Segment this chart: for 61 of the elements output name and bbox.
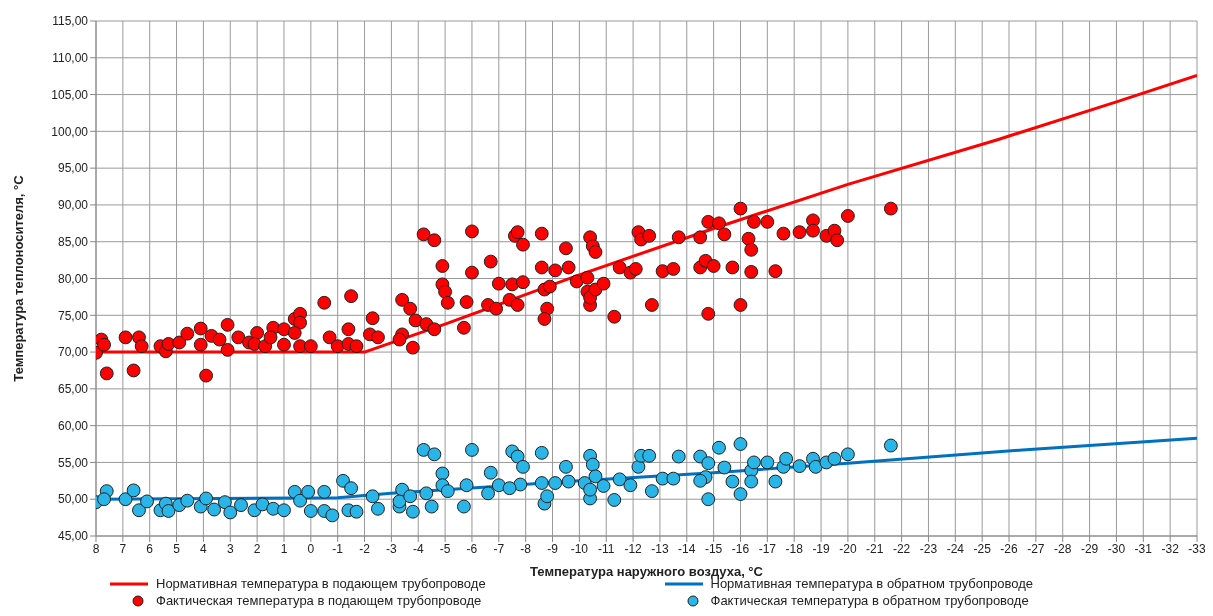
x-tick-label: -9 [547, 541, 559, 556]
x-tick-label: -28 [1054, 541, 1072, 556]
x-tick-label: -23 [919, 541, 938, 556]
legend-label: Нормативная температура в подающем трубопроводе [156, 576, 486, 591]
y-tick-label: 50,00 [57, 492, 89, 507]
x-tick-label: -19 [812, 541, 831, 556]
x-tick-label: 8 [92, 541, 100, 556]
x-tick-label: -25 [973, 541, 992, 556]
x-tick-label: -26 [1000, 541, 1019, 556]
legend-label: Фактическая температура в обратном трубопроводе [710, 593, 1029, 608]
y-tick-label: 90,00 [57, 198, 89, 213]
x-tick-label: -16 [731, 541, 750, 556]
x-tick-label: -32 [1161, 541, 1180, 556]
y-tick-label: 105,00 [51, 87, 89, 102]
x-tick-label: -1 [332, 541, 344, 556]
y-tick-label: 115,00 [52, 14, 89, 29]
x-tick-label: 2 [253, 541, 261, 556]
x-tick-label: 0 [307, 541, 315, 556]
legend-label: Фактическая температура в подающем трубопроводе [156, 593, 482, 608]
x-tick-label: -13 [651, 541, 669, 556]
x-tick-label: -4 [412, 541, 424, 556]
x-tick-label: 3 [226, 541, 234, 556]
y-tick-label: 70,00 [57, 345, 89, 360]
x-tick-label: -6 [466, 541, 478, 556]
x-tick-label: 7 [119, 541, 127, 556]
x-tick-label: -15 [704, 541, 723, 556]
x-tick-label: -29 [1080, 541, 1099, 556]
x-tick-label: -20 [839, 541, 857, 556]
x-tick-label: -2 [359, 541, 371, 556]
x-tick-label: 1 [280, 541, 288, 556]
x-tick-label: -8 [520, 541, 532, 556]
x-tick-label: -7 [493, 541, 505, 556]
x-tick-label: -17 [758, 541, 777, 556]
y-tick-label: 55,00 [57, 455, 89, 470]
x-tick-label: -31 [1134, 541, 1153, 556]
y-tick-label: 80,00 [57, 271, 89, 286]
x-tick-label: -24 [946, 541, 965, 556]
x-tick-label: 4 [200, 541, 208, 556]
y-tick-label: 75,00 [57, 308, 89, 323]
x-tick-label: -21 [866, 541, 884, 556]
x-tick-label: -22 [892, 541, 911, 556]
y-tick-label: 65,00 [57, 382, 89, 397]
y-tick-label: 100,00 [51, 124, 89, 139]
x-tick-label: -3 [386, 541, 398, 556]
y-tick-label: 45,00 [57, 529, 89, 544]
y-tick-label: 60,00 [57, 418, 89, 433]
x-tick-label: 6 [146, 541, 154, 556]
x-tick-label: -18 [785, 541, 804, 556]
y-axis-title: Температура теплоносителя, °С [10, 174, 26, 382]
x-tick-label: -14 [678, 541, 696, 556]
x-tick-label: -30 [1107, 541, 1126, 556]
x-tick-label: -27 [1027, 541, 1045, 556]
x-tick-label: -11 [597, 541, 615, 556]
y-tick-label: 85,00 [57, 234, 89, 249]
x-tick-label: -10 [570, 541, 589, 556]
x-tick-label: 5 [173, 541, 181, 556]
x-tick-label: -33 [1188, 541, 1206, 556]
x-tick-label: -5 [439, 541, 451, 556]
y-tick-label: 110,00 [52, 51, 89, 66]
y-tick-label: 95,00 [57, 161, 89, 176]
x-tick-label: -12 [624, 541, 643, 556]
